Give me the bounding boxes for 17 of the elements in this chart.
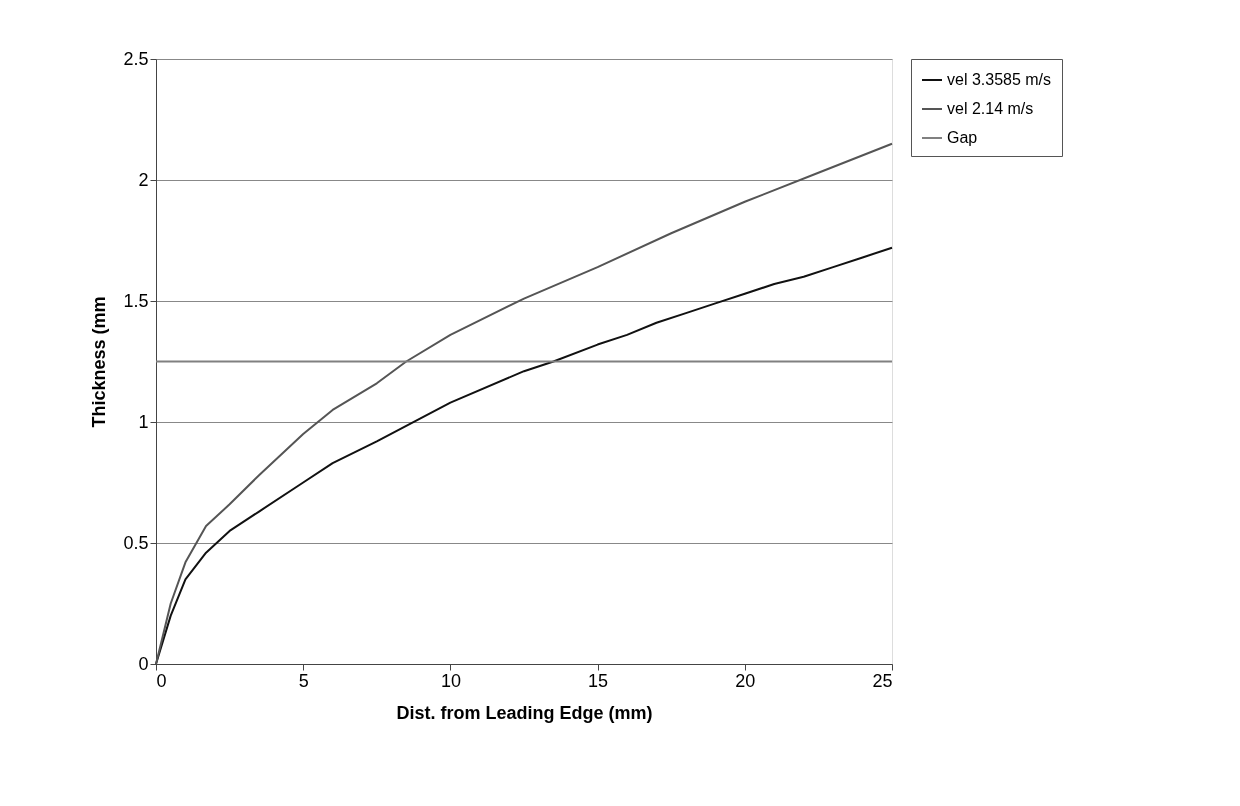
y-tick-label: 1 [138,411,149,432]
legend-label: vel 2.14 m/s [947,100,1034,117]
y-tick-label: 2 [138,169,149,190]
x-tick-label: 20 [735,670,756,691]
x-tick-label: 10 [440,670,461,691]
y-tick-label: 1.5 [123,290,149,311]
x-tick-label: 25 [872,670,893,691]
x-tick-label: 0 [156,670,167,691]
x-axis-title: Dist. from Leading Edge (mm) [396,702,653,723]
y-axis-title: Thickness (mm [89,296,110,428]
y-tick-label: 2.5 [123,48,149,69]
x-tick-label: 15 [588,670,609,691]
x-tick-label: 5 [298,670,309,691]
y-tick-label: 0 [138,653,149,674]
legend-label: Gap [947,129,978,146]
legend-label: vel 3.3585 m/s [947,71,1052,88]
y-tick-label: 0.5 [123,532,149,553]
